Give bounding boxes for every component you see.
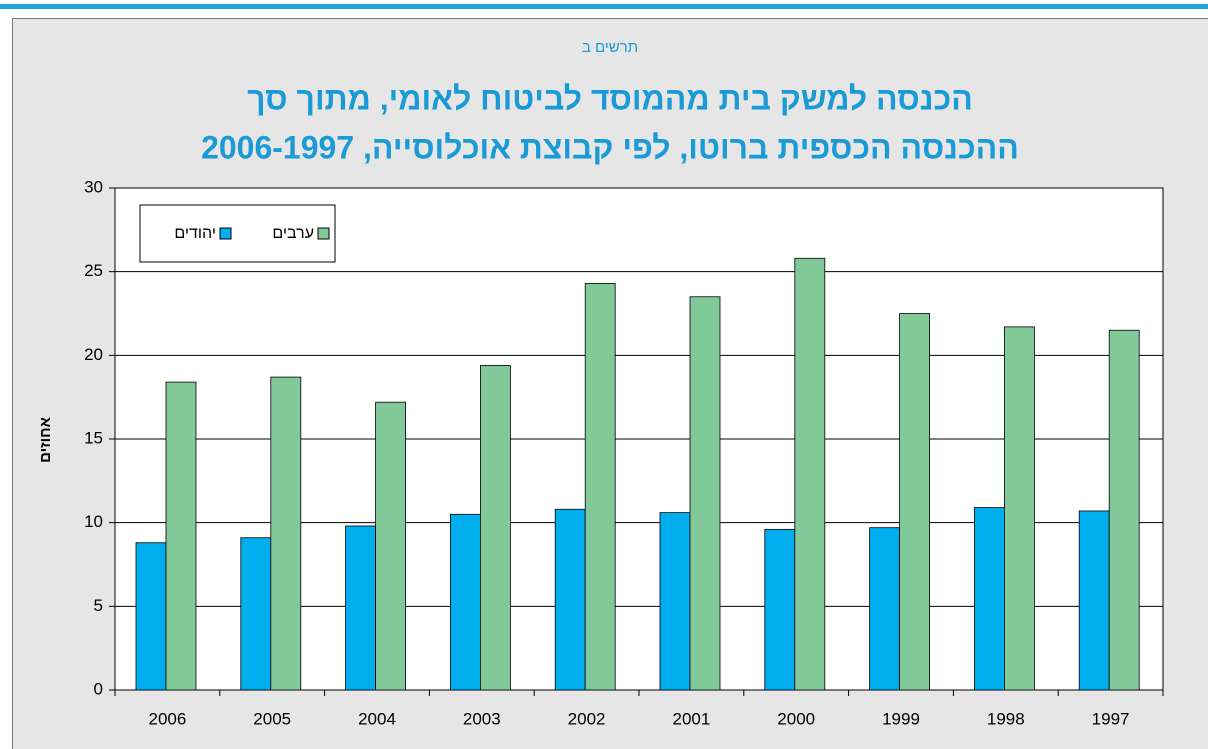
legend-label: ערבים bbox=[272, 225, 314, 242]
y-tick-label: 0 bbox=[94, 679, 103, 698]
bar bbox=[1108, 329, 1140, 691]
bar bbox=[270, 376, 302, 691]
title-line: ההכנסה הכספית ברוטו, לפי קבוצת אוכלוסייה… bbox=[201, 129, 1019, 165]
y-axis-label: אחוזים bbox=[37, 417, 54, 463]
legend-swatch bbox=[219, 227, 232, 240]
x-tick-label: 2003 bbox=[463, 709, 501, 728]
x-tick-label: 1997 bbox=[1092, 709, 1130, 728]
bar bbox=[449, 513, 481, 691]
bar bbox=[899, 313, 930, 691]
legend-box bbox=[139, 204, 336, 263]
y-tick-label: 25 bbox=[84, 261, 103, 280]
top-stripe bbox=[0, 4, 1208, 9]
bar bbox=[165, 381, 197, 691]
y-tick-label: 10 bbox=[84, 512, 103, 531]
y-tick-label: 30 bbox=[84, 177, 103, 196]
bar bbox=[869, 527, 900, 691]
bar bbox=[1078, 510, 1110, 691]
x-tick-label: 1999 bbox=[882, 709, 920, 728]
x-tick-label: 2000 bbox=[777, 709, 815, 728]
bar bbox=[240, 537, 272, 691]
bar bbox=[794, 257, 826, 691]
bar bbox=[1004, 326, 1035, 691]
bar bbox=[375, 401, 407, 691]
subtitle: תרשים ב bbox=[582, 39, 638, 56]
bar bbox=[345, 525, 377, 691]
title-line: הכנסה למשק בית מהמוסד לביטוח לאומי, מתוך… bbox=[247, 80, 973, 116]
x-tick-label: 2006 bbox=[148, 709, 186, 728]
bar bbox=[135, 542, 167, 691]
bar bbox=[974, 507, 1005, 691]
x-tick-label: 2005 bbox=[253, 709, 291, 728]
y-tick-label: 5 bbox=[94, 596, 103, 615]
x-tick-label: 2001 bbox=[672, 709, 710, 728]
y-tick-label: 20 bbox=[84, 345, 103, 364]
x-tick-label: 1998 bbox=[987, 709, 1025, 728]
bar bbox=[689, 296, 721, 691]
legend-swatch bbox=[317, 227, 330, 240]
bar bbox=[554, 508, 586, 691]
y-tick-label: 15 bbox=[84, 428, 103, 447]
legend-label: יהודים bbox=[174, 225, 216, 242]
bar bbox=[584, 282, 616, 691]
bar bbox=[659, 512, 691, 691]
x-tick-label: 2002 bbox=[568, 709, 606, 728]
bar bbox=[764, 528, 796, 691]
bar bbox=[479, 364, 511, 691]
x-tick-label: 2004 bbox=[358, 709, 396, 728]
